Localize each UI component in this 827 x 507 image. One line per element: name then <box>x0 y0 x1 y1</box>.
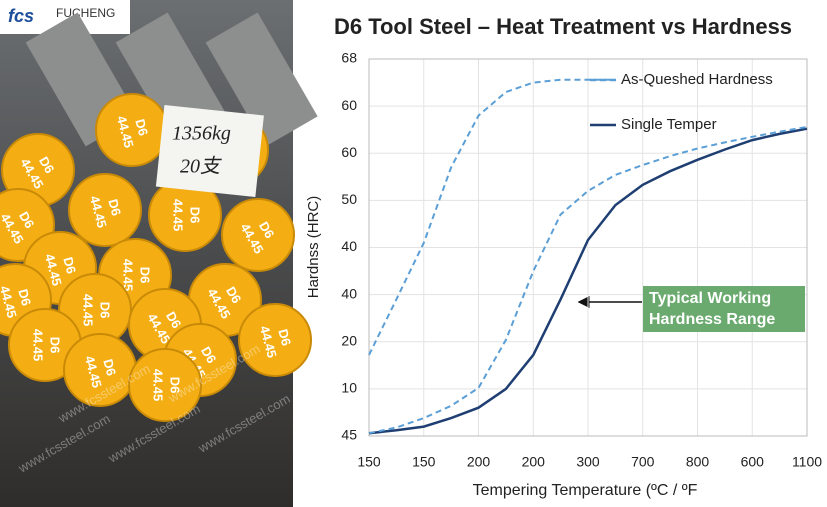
series-line <box>368 78 616 356</box>
marking-grade: D6 <box>188 207 203 224</box>
y-tick-label: 20 <box>341 332 357 348</box>
y-tick-label: 68 <box>341 50 357 66</box>
marking-size: 44.45 <box>151 369 166 402</box>
y-tick-label: 10 <box>341 380 357 396</box>
series-line <box>368 127 808 435</box>
bar-end <box>221 198 295 272</box>
bar-end <box>128 348 202 422</box>
marking-grade: D6 <box>223 284 244 306</box>
marking-grade: D6 <box>256 219 277 241</box>
tag-line: 20支 <box>180 156 222 178</box>
marking-grade: D6 <box>36 154 57 176</box>
marking-grade: D6 <box>105 197 124 217</box>
y-axis-label: Hardnss (HRC) <box>305 196 322 299</box>
marking-grade: D6 <box>163 309 184 331</box>
bar-end <box>238 303 312 377</box>
x-tick-label: 200 <box>522 454 546 470</box>
marking-grade: D6 <box>15 287 34 307</box>
marking-grade: D6 <box>198 344 219 366</box>
x-tick-label: 200 <box>467 454 491 470</box>
brand: FUCHENG <box>56 6 115 20</box>
x-tick-label: 150 <box>412 454 436 470</box>
x-tick-label: 700 <box>631 454 655 470</box>
tag <box>155 104 264 197</box>
annotation: Typical Working Hardness Range <box>643 286 805 332</box>
x-tick-label: 150 <box>357 454 381 470</box>
legend-label: As-Queshed Hardness <box>621 71 773 88</box>
y-tick-label: 60 <box>341 144 357 160</box>
chart-title: D6 Tool Steel – Heat Treatment vs Hardne… <box>334 14 792 39</box>
marking-grade: D6 <box>138 267 153 284</box>
marking-grade: D6 <box>16 209 37 231</box>
marking-grade: D6 <box>100 357 119 377</box>
x-tick-label: 600 <box>741 454 765 470</box>
y-tick-label: 40 <box>341 238 357 254</box>
plot-frame <box>368 58 808 437</box>
x-tick-label: 1100 <box>792 454 822 470</box>
marking-grade: D6 <box>48 337 63 354</box>
marking-size: 44.45 <box>81 294 96 327</box>
series-line <box>368 125 808 435</box>
x-axis-label: Tempering Temperature (ºC / ºF <box>473 482 698 499</box>
x-tick-label: 300 <box>576 454 600 470</box>
marking-grade: D6 <box>98 302 113 319</box>
logo: fcs <box>8 6 34 26</box>
y-tick-label: 40 <box>341 285 357 301</box>
marking-size: 44.45 <box>171 199 186 232</box>
y-tick-label: 50 <box>341 191 357 207</box>
bar-end <box>68 173 142 247</box>
marking-size: 44.45 <box>31 329 46 362</box>
marking-grade: D6 <box>132 117 151 137</box>
x-tick-label: 800 <box>686 454 710 470</box>
y-tick-label: 45 <box>341 427 357 443</box>
marking-grade: D6 <box>168 377 183 394</box>
y-tick-label: 60 <box>341 97 357 113</box>
bar-side <box>205 12 318 147</box>
legend-label: Single Temper <box>621 116 717 133</box>
tag-line: 1356kg <box>172 123 231 145</box>
marking-grade: D6 <box>60 255 79 275</box>
marking-grade: D6 <box>275 327 294 347</box>
marking-size: 44.45 <box>121 259 136 292</box>
